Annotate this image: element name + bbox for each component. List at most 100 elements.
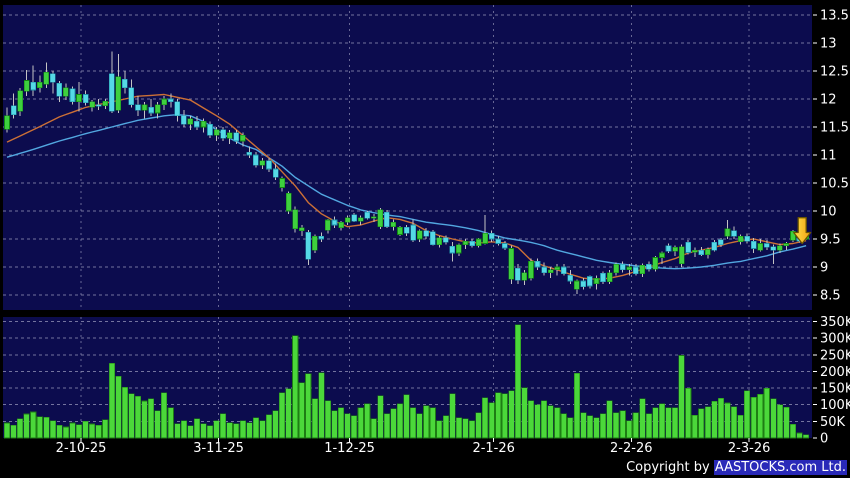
volume-bar — [220, 413, 227, 439]
candle-up — [678, 246, 685, 264]
volume-bar — [560, 413, 567, 439]
volume-bar — [62, 426, 70, 439]
volume-bar — [337, 407, 345, 439]
candle-up — [161, 98, 167, 105]
candle-down — [168, 98, 174, 103]
candle-up — [17, 90, 23, 112]
candle-down — [253, 154, 259, 166]
volume-bar — [619, 410, 626, 439]
candle-down — [442, 237, 449, 243]
price-axis-label: 13 — [820, 37, 837, 52]
candle-down — [488, 233, 495, 240]
candle-down — [423, 230, 430, 237]
candle-down — [266, 160, 272, 170]
candle-up — [298, 227, 305, 231]
volume-bar — [390, 408, 397, 439]
candle-down — [534, 261, 541, 268]
volume-bar — [613, 412, 620, 439]
volume-bar — [167, 407, 174, 439]
candle-down — [95, 104, 102, 107]
candle-down — [698, 249, 705, 255]
volume-bar — [115, 376, 122, 439]
volume-bar — [305, 373, 312, 439]
candle-up — [377, 209, 384, 227]
candle-up — [76, 94, 82, 103]
volume-bar — [744, 390, 751, 439]
copyright-brand-link[interactable]: AASTOCKS.com Ltd. — [713, 460, 847, 475]
date-axis-labels: 2-10-25 3-11-25 1-12-25 2-1-26 2-2-26 2-3-26 — [56, 438, 770, 456]
price-panel[interactable] — [3, 5, 812, 310]
copyright-prefix: Copyright by — [626, 460, 714, 475]
candle-up — [36, 81, 43, 89]
candle-up — [462, 240, 469, 245]
candle-down — [82, 94, 89, 104]
volume-bar — [298, 382, 305, 439]
volume-bar — [49, 420, 56, 439]
candle-down — [246, 151, 253, 156]
candle-up — [200, 121, 207, 128]
candle-up — [528, 261, 534, 279]
volume-bar — [351, 415, 358, 439]
volume-bar — [141, 400, 148, 439]
volume-bar — [711, 401, 718, 439]
volume-axis-label: 250K — [820, 348, 850, 363]
candle-up — [456, 244, 462, 254]
candle-down — [403, 226, 410, 234]
volume-bar — [265, 414, 273, 439]
candle-down — [233, 132, 240, 142]
candle-up — [23, 80, 30, 92]
price-axis-label: 8.5 — [820, 289, 841, 304]
candle-up — [783, 243, 790, 247]
volume-bar — [174, 423, 181, 439]
candle-up — [475, 238, 482, 246]
candle-down — [128, 87, 135, 105]
candle-down — [69, 88, 76, 103]
volume-bar — [586, 415, 594, 439]
volume-bar — [796, 432, 803, 439]
volume-bar — [377, 395, 384, 439]
candle-up — [43, 71, 50, 85]
volume-bar — [311, 398, 318, 439]
candle-down — [10, 105, 17, 115]
candle-up — [292, 209, 299, 230]
candle-down — [744, 235, 750, 242]
volume-bar — [763, 387, 770, 439]
volume-bar — [102, 419, 109, 439]
candle-down — [731, 230, 737, 237]
volume-bar — [36, 416, 43, 439]
price-grid — [3, 14, 812, 296]
volume-bar — [30, 411, 37, 439]
volume-bar — [632, 412, 639, 439]
price-axis-label: 10.5 — [820, 177, 849, 192]
volume-bar — [324, 400, 332, 439]
volume-axis-label: 50K — [820, 415, 846, 430]
candle-down — [220, 129, 226, 139]
volume-bar — [82, 421, 89, 439]
candle-up — [482, 233, 488, 244]
candle-up — [325, 219, 331, 231]
down-arrow-marker — [793, 217, 812, 245]
volume-bar — [750, 397, 757, 439]
candle-down — [272, 168, 279, 178]
volume-bar — [403, 394, 410, 439]
volume-bar — [501, 393, 508, 439]
candle-down — [515, 267, 521, 281]
volume-bar — [200, 423, 207, 439]
volume-bar — [757, 393, 764, 439]
candle-up — [672, 247, 678, 252]
volume-bar — [3, 422, 11, 439]
volume-axis-label: 150K — [820, 382, 850, 397]
ma-line-short — [6, 93, 807, 280]
volume-bar — [488, 402, 495, 439]
candle-down — [750, 240, 757, 249]
candle-up — [344, 217, 351, 223]
volume-bar — [69, 422, 76, 439]
candle-down — [501, 243, 508, 249]
volume-bar — [396, 403, 404, 439]
candle-down — [560, 266, 567, 274]
candle-down — [580, 280, 587, 287]
candle-up — [691, 249, 698, 253]
date-axis-label: 3-11-25 — [193, 441, 244, 456]
volume-bar — [121, 387, 128, 439]
